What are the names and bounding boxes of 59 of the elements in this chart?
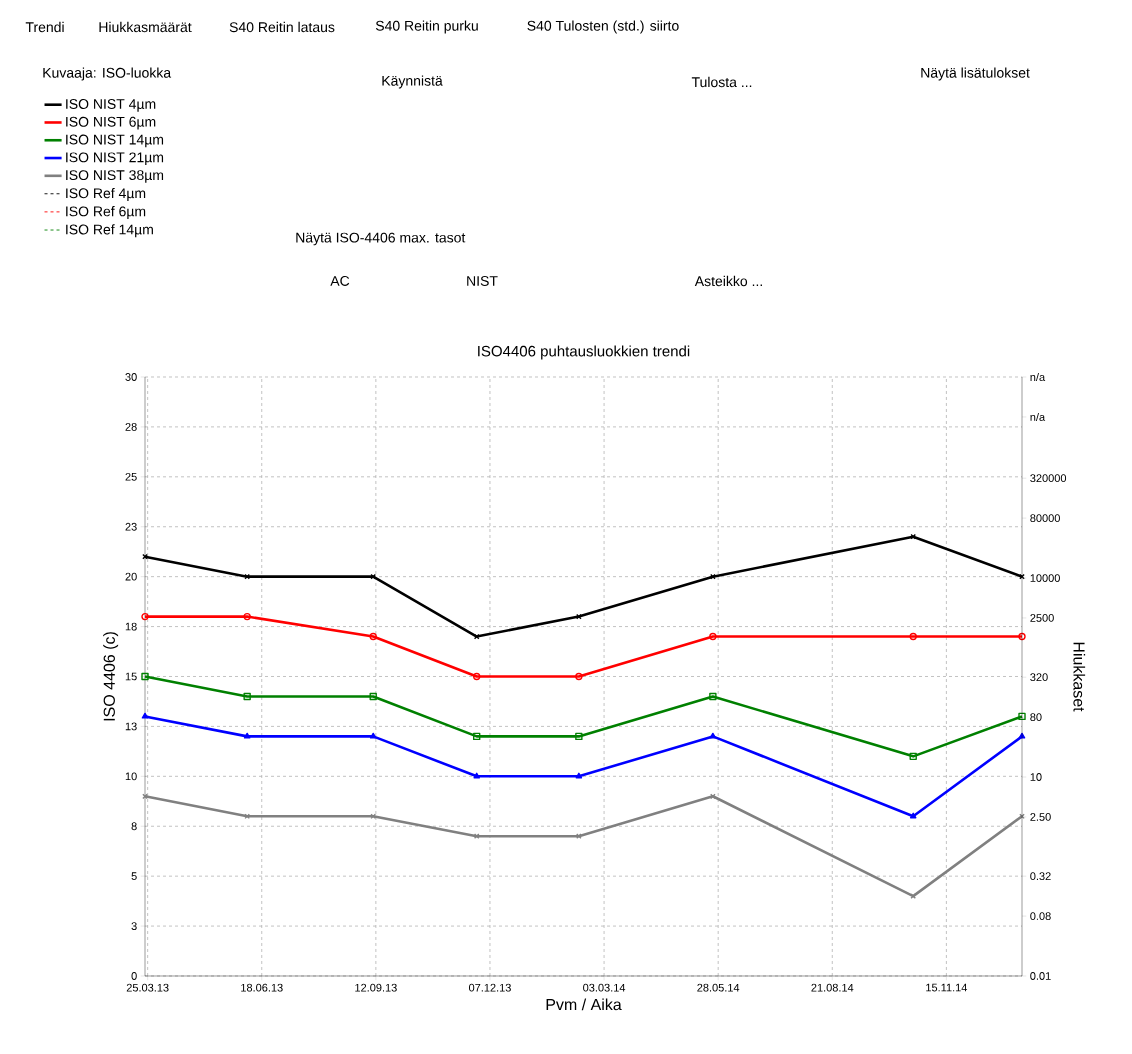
y-tick-label: 5 <box>131 872 137 880</box>
y-tick-label: 13 <box>125 722 137 731</box>
legend-label: ISO NIST 38µm <box>66 170 164 183</box>
text: Näytä lisätulokset <box>921 67 1030 81</box>
x-axis-title: Pvm / Aika <box>546 998 622 1011</box>
y-tick-label: 10 <box>125 772 137 781</box>
y-tick-label: 8 <box>131 822 137 831</box>
y2-tick-label: 0.08 <box>1030 912 1051 920</box>
legend-label: ISO NIST 14µm <box>66 134 164 148</box>
text: NIST <box>467 276 498 286</box>
text: Näytä ISO-4406 max. tasot <box>296 232 466 246</box>
legend-label: ISO Ref 14µm <box>66 224 153 238</box>
chart-title: ISO4406 puhtausluokkien trendi <box>478 345 690 360</box>
y2-tick-label: 80000 <box>1030 514 1060 523</box>
x-tick-label: 18.06.13 <box>241 983 283 992</box>
y2-tick-label: 0.01 <box>1030 972 1051 980</box>
y2-tick-label: 2.50 <box>1030 813 1051 821</box>
x-tick-label: 12.09.13 <box>355 983 397 992</box>
y-tick-label: 28 <box>125 423 137 431</box>
y2-tick-label: n/a <box>1030 372 1046 382</box>
legend-label: ISO Ref 4µm <box>66 187 146 201</box>
y2-tick-label: 2500 <box>1030 614 1054 622</box>
text: Trendi <box>25 21 64 33</box>
y-tick-label: 15 <box>125 672 137 681</box>
y-tick-label: 3 <box>131 922 137 930</box>
y2-tick-label: 0.32 <box>1030 872 1051 881</box>
x-tick-label: 15.11.14 <box>926 983 968 992</box>
text: S40 Reitin purku <box>375 20 478 34</box>
y2-tick-label: 80 <box>1030 713 1042 721</box>
text: S40 Reitin lataus <box>229 21 335 33</box>
text: Kuvaaja: ISO-luokka <box>43 67 172 81</box>
legend-label: ISO Ref 6µm <box>66 206 146 220</box>
text: Hiukkasmäärät <box>99 21 192 33</box>
x-tick-label: 28.05.14 <box>697 983 740 992</box>
y2-tick-label: n/a <box>1030 412 1046 421</box>
y-tick-label: 25 <box>125 472 137 481</box>
x-tick-label: 07.12.13 <box>468 983 511 992</box>
legend-label: ISO NIST 4µm <box>66 99 156 112</box>
legend-label: ISO NIST 6µm <box>66 116 156 130</box>
y-tick-label: 23 <box>125 522 137 531</box>
text: Käynnistä <box>382 75 443 89</box>
y-tick-label: 30 <box>125 373 137 381</box>
y-tick-label: 0 <box>131 972 137 980</box>
y-tick-label: 20 <box>125 572 137 581</box>
text: AC <box>330 276 350 286</box>
y-axis-title: ISO 4406 (c) <box>103 632 119 721</box>
y2-tick-label: 320000 <box>1030 474 1067 483</box>
y-tick-label: 18 <box>125 622 137 631</box>
y2-axis-title: Hiukkaset <box>1073 642 1086 712</box>
y2-tick-label: 10 <box>1030 773 1042 781</box>
x-tick-label: 25.03.13 <box>126 983 169 992</box>
x-tick-label: 21.08.14 <box>811 983 854 992</box>
x-tick-label: 03.03.14 <box>583 983 626 992</box>
y2-tick-label: 320 <box>1030 673 1048 682</box>
y2-tick-label: 10000 <box>1030 574 1060 582</box>
text: Asteikko ... <box>694 275 762 287</box>
text: S40 Tulosten (std.) siirto <box>527 20 679 34</box>
text: Tulosta ... <box>691 76 752 88</box>
legend-label: ISO NIST 21µm <box>66 152 164 166</box>
